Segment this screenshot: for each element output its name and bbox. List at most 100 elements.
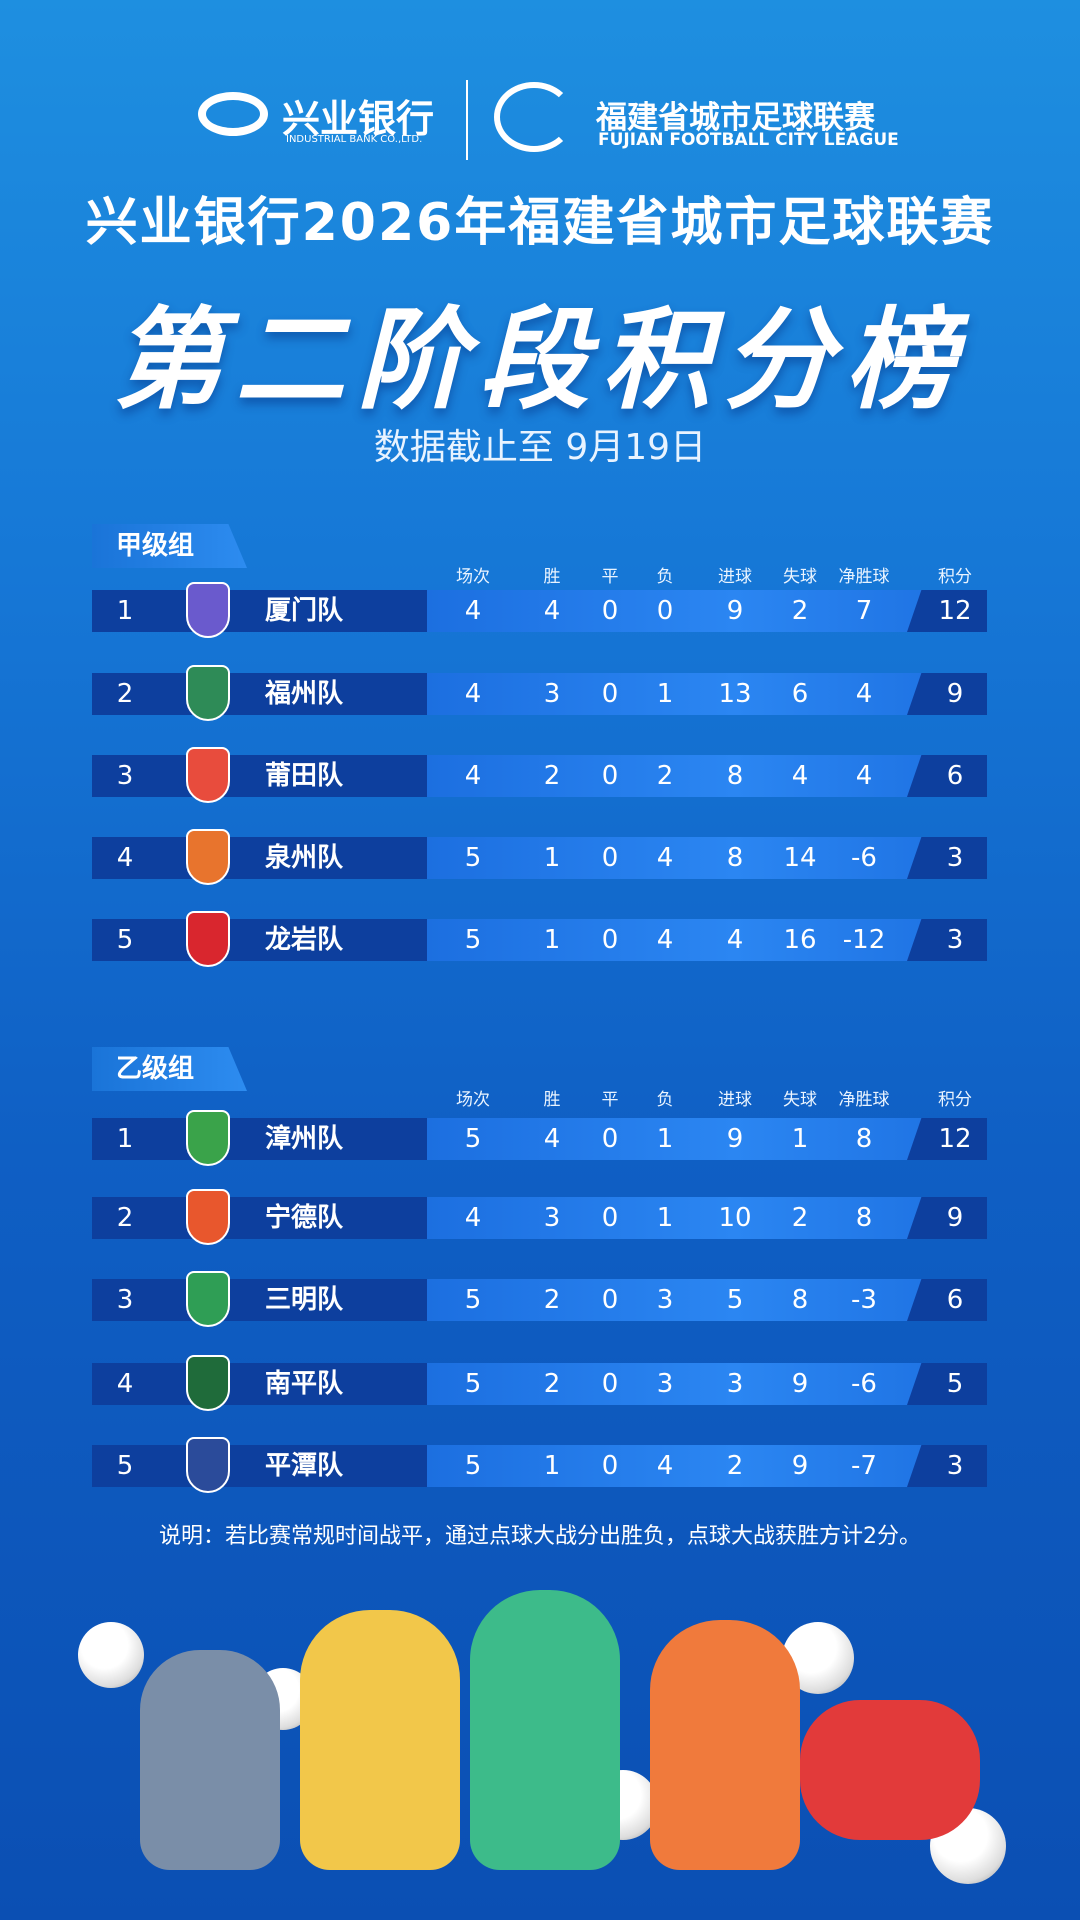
sponsor-name: 兴业银行 [282, 96, 435, 141]
table-row: 2 宁德队 4 3 0 1 10 2 8 9 [92, 1189, 987, 1245]
points-bg [907, 1118, 987, 1160]
stat: 14 [783, 843, 817, 873]
row-bg [92, 755, 427, 797]
stat: 5 [464, 1124, 482, 1154]
rank: 1 [116, 1124, 134, 1154]
table-row: 5 平潭队 5 1 0 4 2 9 -7 3 [92, 1437, 987, 1493]
column-header: 失球 [783, 567, 817, 587]
team-logo [186, 911, 230, 967]
stat: 8 [726, 761, 744, 791]
table-row: 1 厦门队 4 4 0 0 9 2 7 12 [92, 582, 987, 638]
team-name: 龙岩队 [265, 925, 344, 955]
stat: -3 [851, 1285, 877, 1315]
stat: 6 [946, 761, 964, 791]
row-bg [92, 1445, 427, 1487]
stat: 4 [656, 843, 674, 873]
row-bg [427, 755, 987, 797]
stat: 4 [543, 1124, 561, 1154]
stat: 4 [855, 761, 873, 791]
row-bg [427, 1118, 987, 1160]
team-name: 宁德队 [265, 1203, 344, 1233]
stat: 0 [601, 925, 619, 955]
stat: 0 [601, 1451, 619, 1481]
mascot [470, 1590, 620, 1870]
team-name: 莆田队 [265, 761, 344, 791]
rank: 4 [116, 1369, 134, 1399]
team-name: 厦门队 [265, 596, 344, 626]
points-bg [907, 919, 987, 961]
stat: 4 [656, 925, 674, 955]
row-bg [427, 837, 987, 879]
column-header: 积分 [938, 567, 972, 587]
column-header: 进球 [718, 567, 752, 587]
stat: 8 [726, 843, 744, 873]
rank: 4 [116, 843, 134, 873]
stat: 1 [543, 925, 561, 955]
team-logo [186, 582, 230, 638]
stat: 9 [791, 1369, 809, 1399]
row-bg [92, 1197, 427, 1239]
stat: 3 [726, 1369, 744, 1399]
stat: 2 [791, 1203, 809, 1233]
team-logo [186, 1110, 230, 1166]
stat: 4 [464, 761, 482, 791]
row-bg [427, 919, 987, 961]
column-header: 积分 [938, 1090, 972, 1110]
sponsor-name-en: INDUSTRIAL BANK CO.,LTD. [286, 134, 423, 145]
table-row: 3 莆田队 4 2 0 2 8 4 4 6 [92, 747, 987, 803]
column-header: 净胜球 [838, 567, 890, 587]
row-bg [92, 1118, 427, 1160]
stat: 4 [464, 679, 482, 709]
points-bg [907, 1445, 987, 1487]
stat: 5 [464, 1369, 482, 1399]
stat: 2 [543, 761, 561, 791]
table-row: 4 泉州队 5 1 0 4 8 14 -6 3 [92, 829, 987, 885]
stat: 5 [726, 1285, 744, 1315]
points-bg [907, 755, 987, 797]
sponsor-logo [198, 92, 268, 136]
column-header: 场次 [456, 1090, 490, 1110]
table-row: 4 南平队 5 2 0 3 3 9 -6 5 [92, 1355, 987, 1411]
column-header: 胜 [543, 567, 561, 587]
title: 兴业银行2026年福建省城市足球联赛 [85, 193, 995, 253]
points-bg [907, 1363, 987, 1405]
stat: 1 [656, 1203, 674, 1233]
team-logo [186, 1355, 230, 1411]
row-bg [92, 1363, 427, 1405]
rank: 1 [116, 596, 134, 626]
league-name: 福建省城市足球联赛 [596, 100, 875, 136]
stat: 1 [791, 1124, 809, 1154]
table-row: 1 漳州队 5 4 0 1 9 1 8 12 [92, 1110, 987, 1166]
row-bg [427, 1279, 987, 1321]
stat: 2 [543, 1285, 561, 1315]
team-logo [186, 747, 230, 803]
date: 数据截止至 9月19日 [373, 427, 707, 468]
stat: 8 [855, 1124, 873, 1154]
team-logo [186, 665, 230, 721]
row-bg [427, 1445, 987, 1487]
stat: 5 [464, 843, 482, 873]
row-bg [92, 919, 427, 961]
column-header: 负 [656, 567, 674, 587]
stat: 9 [726, 1124, 744, 1154]
rank: 2 [116, 1203, 134, 1233]
column-header: 场次 [456, 567, 490, 587]
row-bg [427, 1363, 987, 1405]
stat: 2 [543, 1369, 561, 1399]
league-name-en: FUJIAN FOOTBALL CITY LEAGUE [598, 130, 899, 150]
stat: 3 [946, 843, 964, 873]
table-row: 5 龙岩队 5 1 0 4 4 16 -12 3 [92, 911, 987, 967]
note: 说明：若比赛常规时间战平，通过点球大战分出胜负，点球大战获胜方计2分。 [159, 1524, 921, 1549]
rank: 3 [116, 1285, 134, 1315]
group-label: 甲级组 [92, 524, 247, 568]
team-name: 平潭队 [265, 1451, 344, 1481]
mascot [140, 1650, 280, 1870]
column-header: 平 [601, 567, 619, 587]
stat: 1 [656, 1124, 674, 1154]
rank: 5 [116, 925, 134, 955]
column-header: 平 [601, 1090, 619, 1110]
column-header: 进球 [718, 1090, 752, 1110]
stat: 0 [601, 679, 619, 709]
stat: 0 [656, 596, 674, 626]
